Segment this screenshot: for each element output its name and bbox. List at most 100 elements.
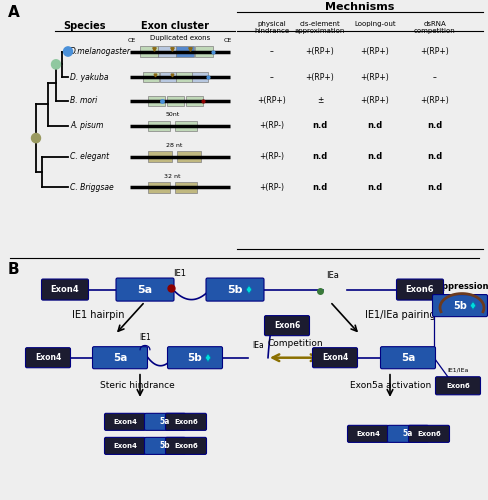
Text: +(RP+): +(RP+) [305, 47, 334, 56]
Text: Suppression: Suppression [430, 282, 488, 290]
FancyBboxPatch shape [165, 414, 206, 430]
Text: +(RP-): +(RP-) [259, 183, 284, 192]
Circle shape [31, 134, 41, 142]
Text: –: – [269, 47, 273, 56]
FancyBboxPatch shape [176, 46, 194, 57]
Text: IE1 hairpin: IE1 hairpin [72, 310, 124, 320]
FancyBboxPatch shape [264, 316, 309, 336]
Text: –: – [269, 72, 273, 82]
Text: n.d: n.d [312, 152, 327, 161]
Text: IEa: IEa [252, 340, 264, 349]
Text: 28 nt: 28 nt [166, 144, 183, 148]
Text: Exon6: Exon6 [273, 321, 300, 330]
Circle shape [51, 60, 61, 69]
Text: 5b: 5b [160, 442, 170, 450]
FancyBboxPatch shape [144, 414, 185, 430]
Text: n.d: n.d [427, 183, 442, 192]
FancyBboxPatch shape [142, 72, 159, 83]
FancyBboxPatch shape [347, 426, 387, 442]
Text: –: – [432, 72, 436, 82]
FancyBboxPatch shape [175, 120, 197, 131]
Text: IE1/IEa pairing: IE1/IEa pairing [364, 310, 435, 320]
FancyBboxPatch shape [116, 278, 174, 301]
Text: 32 nt: 32 nt [164, 174, 181, 179]
Text: n.d: n.d [366, 152, 382, 161]
FancyBboxPatch shape [177, 152, 201, 162]
Text: CE: CE [224, 38, 232, 44]
Text: Exon4: Exon4 [113, 443, 137, 449]
Text: Mechnisms: Mechnisms [325, 2, 394, 12]
Text: Exon6: Exon6 [174, 419, 198, 425]
FancyBboxPatch shape [148, 182, 170, 192]
Text: Exon6: Exon6 [445, 383, 469, 389]
Text: Exon4: Exon4 [355, 431, 379, 437]
FancyBboxPatch shape [158, 46, 176, 57]
FancyBboxPatch shape [175, 182, 197, 192]
Text: Species: Species [63, 20, 106, 30]
FancyBboxPatch shape [25, 348, 70, 368]
Text: C. elegant: C. elegant [70, 152, 109, 161]
FancyBboxPatch shape [431, 294, 487, 316]
FancyBboxPatch shape [435, 376, 480, 395]
Text: Competition: Competition [266, 338, 322, 347]
Polygon shape [245, 286, 251, 294]
FancyBboxPatch shape [167, 96, 183, 106]
Text: Exon6: Exon6 [174, 443, 198, 449]
Text: CE: CE [128, 38, 136, 44]
Text: Exon4: Exon4 [51, 285, 79, 294]
FancyBboxPatch shape [41, 279, 88, 300]
Circle shape [63, 47, 72, 56]
FancyBboxPatch shape [386, 426, 427, 442]
Text: Looping-out: Looping-out [353, 20, 395, 26]
FancyBboxPatch shape [92, 346, 147, 368]
Text: 5b: 5b [452, 300, 466, 310]
Text: +(RP+): +(RP+) [360, 72, 388, 82]
Text: +(RP+): +(RP+) [305, 72, 334, 82]
FancyBboxPatch shape [185, 96, 203, 106]
Text: n.d: n.d [312, 121, 327, 130]
Text: 5a: 5a [402, 430, 412, 438]
Text: A: A [8, 5, 20, 20]
Text: cis-element
approximation: cis-element approximation [294, 20, 345, 34]
Polygon shape [205, 354, 210, 362]
Text: 5b: 5b [187, 352, 202, 362]
Text: +(RP-): +(RP-) [259, 152, 284, 161]
Text: 5a: 5a [400, 352, 414, 362]
Text: IE1: IE1 [173, 268, 185, 278]
FancyBboxPatch shape [148, 120, 170, 131]
Text: B: B [8, 262, 20, 276]
FancyBboxPatch shape [148, 96, 164, 106]
FancyBboxPatch shape [148, 152, 172, 162]
Text: n.d: n.d [366, 121, 382, 130]
Text: Duplicated exons: Duplicated exons [149, 35, 210, 41]
Text: n.d: n.d [366, 183, 382, 192]
Text: Steric hindrance: Steric hindrance [100, 382, 174, 390]
Text: Exon6: Exon6 [405, 285, 433, 294]
FancyBboxPatch shape [195, 46, 213, 57]
Text: Exon4: Exon4 [113, 419, 137, 425]
FancyBboxPatch shape [140, 46, 158, 57]
Text: 5a: 5a [137, 284, 152, 294]
FancyBboxPatch shape [165, 438, 206, 454]
FancyBboxPatch shape [407, 426, 448, 442]
Text: IE1/IEa: IE1/IEa [447, 368, 468, 372]
Text: physical
hindrance: physical hindrance [254, 20, 289, 34]
Polygon shape [469, 302, 475, 310]
Text: 5a: 5a [160, 418, 170, 426]
FancyBboxPatch shape [104, 414, 145, 430]
Text: IEa: IEa [326, 270, 339, 280]
Text: Exon4: Exon4 [321, 353, 347, 362]
Text: 5a: 5a [113, 352, 127, 362]
Text: Exon5a activation: Exon5a activation [349, 382, 430, 390]
Text: n.d: n.d [427, 152, 442, 161]
FancyBboxPatch shape [167, 346, 222, 368]
FancyBboxPatch shape [380, 346, 435, 368]
FancyBboxPatch shape [144, 438, 185, 454]
Text: IE1: IE1 [139, 332, 151, 342]
Text: +(RP+): +(RP+) [420, 96, 448, 106]
FancyBboxPatch shape [312, 348, 357, 368]
Text: +(RP+): +(RP+) [360, 47, 388, 56]
Text: D. yakuba: D. yakuba [70, 72, 108, 82]
FancyBboxPatch shape [205, 278, 264, 301]
Text: 5b: 5b [227, 284, 242, 294]
